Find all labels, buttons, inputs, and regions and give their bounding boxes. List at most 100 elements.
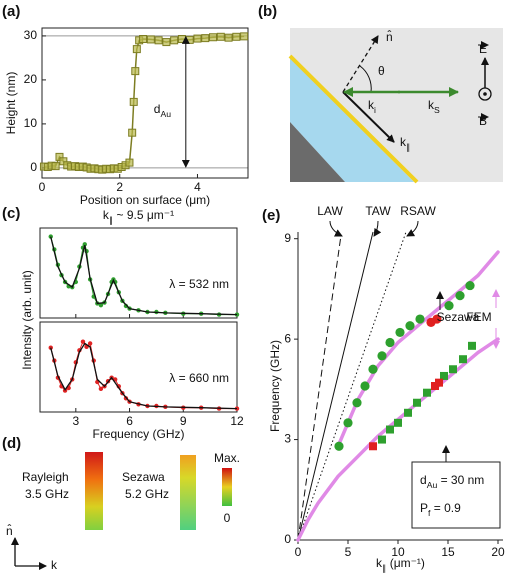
data-point: [132, 45, 141, 54]
subplot-frame: [39, 321, 238, 413]
series-label: λ = 660 nm: [169, 371, 229, 385]
parameter-text-part: = 0.9: [430, 501, 461, 515]
k-par-arrow: [342, 91, 395, 143]
spectrum-point: [87, 341, 93, 346]
data-point: [216, 32, 225, 41]
mode-name: Sezawa: [122, 470, 165, 484]
parameter-text: Pf = 0.9: [420, 501, 461, 518]
data-point: [129, 97, 138, 106]
panel-label: (e): [262, 207, 280, 224]
x-tick-label: 2: [116, 180, 123, 194]
sezawa-point: [465, 280, 475, 291]
k-par-label-part: k: [400, 135, 407, 149]
rayleigh-point: [394, 418, 402, 427]
rayleigh-point: [435, 378, 443, 387]
panel-label: (a): [2, 3, 20, 20]
x-tick-label: 5: [345, 545, 352, 559]
parameter-text-part: d: [420, 473, 427, 487]
label-pointer: [373, 220, 382, 237]
rayleigh-point: [404, 408, 412, 417]
rayleigh-map: [85, 452, 103, 530]
line-label: TAW: [365, 204, 391, 218]
x-tick-label: 12: [230, 414, 244, 428]
k-in-label: ki: [368, 98, 376, 115]
colorbar-max: Max.: [214, 451, 240, 465]
chart-title-part: ∥: [109, 215, 113, 225]
label-pointer: [329, 220, 343, 237]
rayleigh-point: [449, 365, 457, 374]
spectrum-line: [50, 236, 237, 316]
parameter-text-part: f: [428, 508, 431, 518]
x-tick-label: 3: [72, 414, 79, 428]
rayleigh-point: [468, 341, 476, 350]
fit-line: [50, 342, 238, 410]
angle-label: θ: [378, 64, 385, 78]
panel-d-maps: [11, 452, 232, 570]
chart-title: k∥ ~ 9.5 μm⁻¹: [103, 208, 174, 225]
rayleigh-point: [423, 388, 431, 397]
rayleigh-point: [386, 425, 394, 434]
chart-title-part: k: [103, 208, 110, 222]
spectrum-point: [80, 339, 86, 344]
data-point: [131, 67, 140, 76]
sezawa-point: [334, 441, 344, 451]
y-tick-label: 10: [24, 116, 38, 130]
x-axis-label-part: k: [376, 556, 383, 570]
sezawa-point: [444, 301, 454, 311]
k-out-label-part: k: [428, 98, 435, 112]
data-point: [193, 34, 202, 43]
data-point: [177, 34, 186, 43]
sezawa-point: [352, 398, 362, 408]
data-point: [232, 32, 241, 41]
panel-b-diagram: [288, 28, 503, 184]
y-tick-label: 0: [30, 160, 37, 174]
y-tick-label: 9: [284, 231, 291, 245]
bulk-wave-line: [297, 231, 407, 541]
e-label: E: [479, 42, 487, 56]
sezawa-point: [377, 351, 387, 361]
rayleigh-point: [459, 355, 467, 364]
data-point: [201, 34, 210, 43]
x-tick-label: 6: [126, 414, 133, 428]
subplot-frame: [39, 227, 238, 319]
y-tick-label: 3: [284, 432, 291, 446]
spectrum-point: [48, 234, 53, 239]
base: [290, 122, 345, 182]
panel-label: (c): [2, 205, 20, 222]
gold-film: [288, 54, 419, 184]
sezawa-point: [405, 321, 415, 331]
x-tick-label: 20: [491, 545, 505, 559]
b-label: B: [479, 114, 487, 128]
k-in-label-part: i: [374, 105, 376, 115]
spectrum-point: [98, 302, 104, 308]
data-point: [185, 35, 194, 44]
colorbar: [222, 468, 232, 506]
thickness-label-part: d: [154, 102, 161, 116]
parameter-text-part: Au: [427, 480, 438, 490]
bulk-wave-line: [297, 231, 374, 541]
thickness-label-part: Au: [160, 109, 171, 119]
x-tick-label: 4: [194, 180, 201, 194]
mode-name: Rayleigh: [22, 470, 69, 484]
x-tick-label: 0: [295, 545, 302, 559]
x-axis-label: k∥ (μm⁻¹): [376, 556, 425, 573]
x-tick-label: 15: [441, 545, 455, 559]
y-tick-label: 20: [24, 72, 38, 86]
sezawa-point: [432, 314, 442, 324]
sezawa-point: [395, 327, 405, 338]
normal-label: n̂: [386, 29, 393, 44]
rayleigh-point: [378, 435, 386, 444]
y-axis-label: Frequency (GHz): [268, 340, 282, 432]
sezawa-point: [360, 381, 370, 391]
spectrum-point: [82, 242, 87, 247]
y-tick-label: 6: [284, 331, 291, 345]
height-profile: [43, 35, 245, 171]
x-axis-label: Position on surface (μm): [80, 193, 210, 207]
y-axis-label: Height (nm): [4, 72, 18, 135]
data-point: [209, 33, 218, 42]
thickness-label: dAu: [154, 102, 171, 119]
sezawa-point: [385, 337, 395, 348]
k-par-label: k∥: [400, 135, 410, 152]
